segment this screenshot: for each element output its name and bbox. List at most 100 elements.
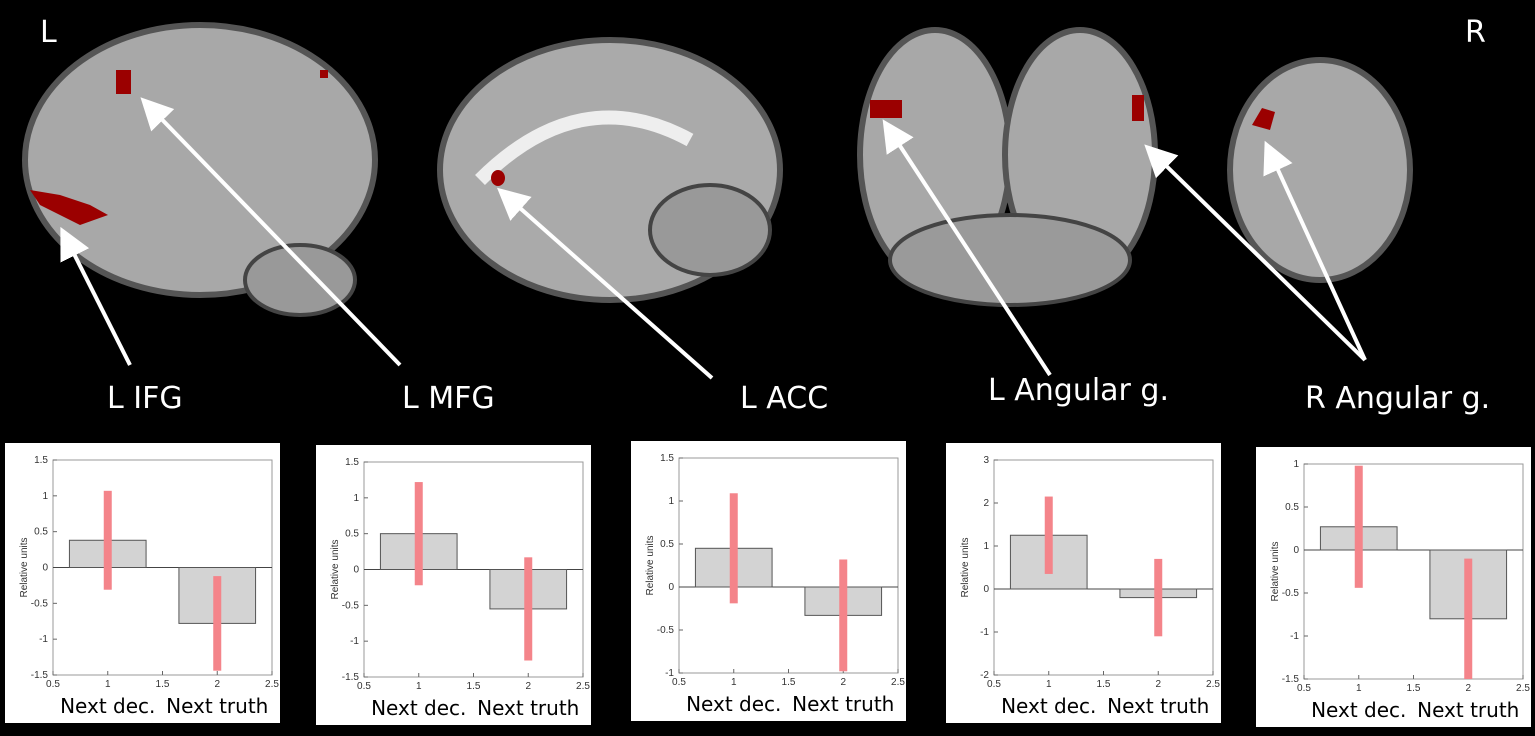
x-tick-label: 0.5 — [1297, 683, 1311, 694]
x-tick-label: 2 — [840, 677, 846, 688]
category-label: Next truth — [166, 694, 268, 718]
hemisphere-label: L — [40, 15, 57, 50]
y-tick-label: 2 — [983, 498, 989, 509]
x-tick-label: 1.5 — [782, 677, 796, 688]
y-tick-label: 0 — [668, 582, 674, 593]
y-tick-label: -1.5 — [31, 670, 49, 681]
arrow — [60, 226, 132, 366]
y-tick-label: 0.5 — [345, 529, 359, 540]
y-tick-label: 0 — [1293, 545, 1299, 556]
chart: -1.5 -1 -0.5 0 0.5 1 1.5 0.5 1 1.5 2 2.5 Relative un… — [5, 443, 280, 723]
x-tick-label: 0.5 — [987, 679, 1001, 690]
y-tick-label: 1 — [353, 493, 359, 504]
error-bar — [524, 557, 533, 661]
error-bar — [213, 576, 222, 671]
error-bar — [414, 482, 423, 586]
error-bar — [1354, 465, 1363, 588]
x-tick-label: 0.5 — [672, 677, 686, 688]
arrow — [140, 97, 402, 367]
y-tick-label: -1 — [980, 627, 989, 638]
y-tick-label: 1.5 — [345, 457, 359, 468]
x-tick-label: 1.5 — [1097, 679, 1111, 690]
error-bar — [839, 559, 848, 672]
x-tick-label: 1 — [416, 681, 422, 692]
category-label: Next truth — [1107, 694, 1209, 718]
category-label: Next dec. — [60, 694, 155, 718]
x-tick-label: 2 — [214, 679, 220, 690]
x-tick-label: 2.5 — [891, 677, 905, 688]
y-tick-label: -1.5 — [342, 672, 360, 683]
y-axis-label: Relative units — [645, 535, 656, 595]
y-tick-label: 0 — [353, 565, 359, 576]
activation — [870, 100, 902, 118]
x-tick-label: 1.5 — [156, 679, 170, 690]
region-label: L IFG — [107, 381, 183, 416]
error-bar — [103, 490, 112, 590]
y-tick-label: -1 — [39, 634, 48, 645]
arrow — [882, 119, 1052, 377]
y-axis-label: Relative units — [19, 537, 30, 597]
y-tick-label: 1.5 — [34, 455, 48, 466]
y-tick-label: 0.5 — [660, 539, 674, 550]
x-tick-label: 2 — [1155, 679, 1161, 690]
y-tick-label: 0.5 — [1285, 502, 1299, 513]
y-tick-label: 1 — [668, 496, 674, 507]
y-tick-label: -1 — [665, 668, 674, 679]
brain-surface-right — [1227, 57, 1413, 283]
y-tick-label: 0 — [983, 584, 989, 595]
y-tick-label: -0.5 — [342, 600, 360, 611]
y-axis-label: Relative units — [1270, 541, 1281, 601]
y-tick-label: 1.5 — [660, 453, 674, 464]
category-label: Next dec. — [1311, 698, 1406, 722]
y-tick-label: 0 — [42, 563, 48, 574]
corpus-callosum — [475, 110, 694, 185]
chart: -1.5 -1 -0.5 0 0.5 1 0.5 1 1.5 2 2.5 Relative units… — [1256, 447, 1531, 727]
x-tick-label: 2.5 — [576, 681, 590, 692]
y-tick-label: -0.5 — [657, 625, 675, 636]
activation — [491, 170, 505, 186]
category-label: Next truth — [477, 696, 579, 720]
error-bar — [1154, 558, 1163, 637]
region-label: L MFG — [402, 381, 495, 416]
arrow — [1263, 140, 1367, 361]
region-label: L ACC — [740, 381, 828, 416]
y-axis-label: Relative units — [330, 539, 341, 599]
activation — [116, 70, 131, 94]
activation — [30, 190, 108, 225]
x-tick-label: 2.5 — [1516, 683, 1530, 694]
y-tick-label: -1 — [350, 636, 359, 647]
arrow — [497, 187, 714, 380]
x-tick-label: 1 — [105, 679, 111, 690]
y-tick-label: -2 — [980, 670, 989, 681]
error-bar — [729, 493, 738, 604]
x-tick-label: 0.5 — [357, 681, 371, 692]
cerebellum — [648, 183, 772, 277]
activation — [1252, 108, 1275, 130]
y-tick-label: 0.5 — [34, 527, 48, 538]
category-label: Next truth — [792, 692, 894, 716]
error-bar — [1044, 496, 1053, 574]
chart: -1.5 -1 -0.5 0 0.5 1 1.5 0.5 1 1.5 2 2.5 Relative un… — [316, 445, 591, 725]
category-label: Next dec. — [371, 696, 466, 720]
region-label: L Angular g. — [988, 373, 1169, 408]
y-tick-label: -0.5 — [31, 598, 49, 609]
x-tick-label: 2 — [525, 681, 531, 692]
chart: -2 -1 0 1 2 3 0.5 1 1.5 2 2.5 Relative units Next de… — [946, 443, 1221, 723]
x-tick-label: 0.5 — [46, 679, 60, 690]
x-tick-label: 1 — [1046, 679, 1052, 690]
category-label: Next truth — [1417, 698, 1519, 722]
y-tick-label: 1 — [983, 541, 989, 552]
hemisphere-label: R — [1465, 15, 1486, 50]
x-tick-label: 2.5 — [1206, 679, 1220, 690]
arrow — [1144, 144, 1367, 362]
y-tick-label: -1.5 — [1282, 674, 1300, 685]
y-tick-label: 1 — [1293, 459, 1299, 470]
y-tick-label: -0.5 — [1282, 588, 1300, 599]
activation — [320, 70, 328, 78]
error-bar — [1464, 558, 1473, 679]
x-tick-label: 1 — [731, 677, 737, 688]
category-label: Next dec. — [686, 692, 781, 716]
x-tick-label: 1.5 — [467, 681, 481, 692]
category-label: Next dec. — [1001, 694, 1096, 718]
